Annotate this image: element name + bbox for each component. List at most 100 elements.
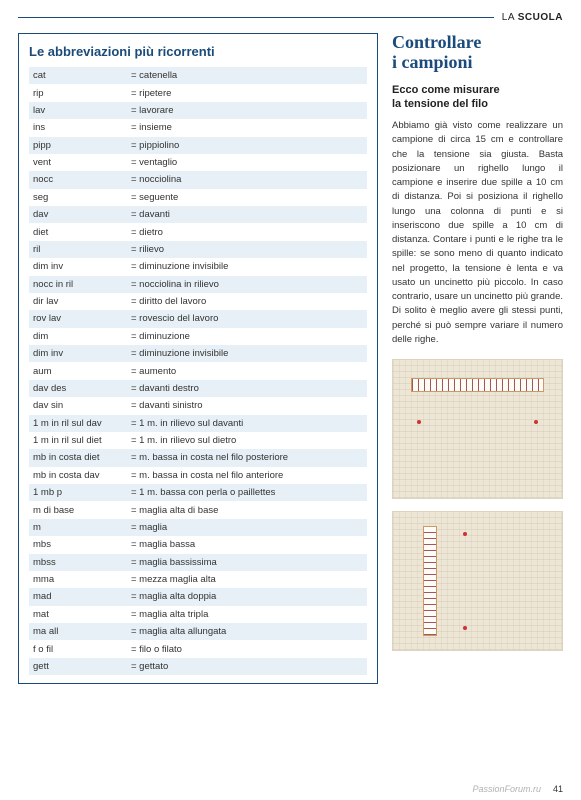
abbr-key: mat xyxy=(33,609,131,620)
table-row: m di base= maglia alta di base xyxy=(29,501,367,518)
table-row: 1 m in ril sul dav= 1 m. in rilievo sul … xyxy=(29,415,367,432)
abbr-value: = seguente xyxy=(131,192,363,203)
table-row: ril= rilievo xyxy=(29,241,367,258)
abbr-value: = insieme xyxy=(131,122,363,133)
abbr-value: = rovescio del lavoro xyxy=(131,313,363,324)
abbr-key: rip xyxy=(33,88,131,99)
abbr-key: mb in costa diet xyxy=(33,452,131,463)
abbr-value: = lavorare xyxy=(131,105,363,116)
watermark: PassionForum.ru xyxy=(472,784,541,794)
sub-line-2: la tensione del filo xyxy=(392,98,488,110)
abbr-value: = m. bassa in costa nel filo posteriore xyxy=(131,452,363,463)
abbr-key: rov lav xyxy=(33,313,131,324)
table-row: cat= catenella xyxy=(29,67,367,84)
header-label: LA SCUOLA xyxy=(494,12,563,23)
table-row: gett= gettato xyxy=(29,658,367,675)
abbr-key: pipp xyxy=(33,140,131,151)
abbr-value: = mezza maglia alta xyxy=(131,574,363,585)
sub-line-1: Ecco come misurare xyxy=(392,84,500,96)
table-row: f o fil= filo o filato xyxy=(29,640,367,657)
table-row: dim= diminuzione xyxy=(29,328,367,345)
abbr-value: = filo o filato xyxy=(131,644,363,655)
abbr-key: dav sin xyxy=(33,400,131,411)
table-row: vent= ventaglio xyxy=(29,154,367,171)
table-row: mma= mezza maglia alta xyxy=(29,571,367,588)
table-row: ins= insieme xyxy=(29,119,367,136)
abbr-key: dim inv xyxy=(33,348,131,359)
pin-icon xyxy=(417,420,421,424)
abbr-key: 1 m in ril sul diet xyxy=(33,435,131,446)
table-row: mat= maglia alta tripla xyxy=(29,606,367,623)
title-line-1: Controllare xyxy=(392,32,481,52)
abbr-key: nocc xyxy=(33,174,131,185)
table-row: rov lav= rovescio del lavoro xyxy=(29,310,367,327)
abbr-value: = maglia bassa xyxy=(131,539,363,550)
box-title: Le abbreviazioni più ricorrenti xyxy=(29,44,367,59)
abbreviations-box: Le abbreviazioni più ricorrenti cat= cat… xyxy=(18,33,378,684)
header-bold: SCUOLA xyxy=(518,12,563,23)
abbr-key: aum xyxy=(33,366,131,377)
table-row: 1 mb p= 1 m. bassa con perla o paillette… xyxy=(29,484,367,501)
header-prefix: LA xyxy=(502,12,518,23)
abbr-value: = pippiolino xyxy=(131,140,363,151)
table-row: mb in costa diet= m. bassa in costa nel … xyxy=(29,449,367,466)
title-line-2: i campioni xyxy=(392,52,473,72)
abbr-value: = maglia alta allungata xyxy=(131,626,363,637)
abbr-value: = ventaglio xyxy=(131,157,363,168)
sample-photo-horizontal-ruler xyxy=(392,359,563,499)
abbr-key: ril xyxy=(33,244,131,255)
abbr-key: mma xyxy=(33,574,131,585)
abbr-key: lav xyxy=(33,105,131,116)
right-column: Controllare i campioni Ecco come misurar… xyxy=(392,33,563,684)
abbreviations-table: cat= catenella rip= ripeterelav= lavorare… xyxy=(29,67,367,675)
abbr-value: = maglia bassissima xyxy=(131,557,363,568)
abbr-value: = m. bassa in costa nel filo anteriore xyxy=(131,470,363,481)
table-row: dim inv= diminuzione invisibile xyxy=(29,345,367,362)
table-row: m= maglia xyxy=(29,519,367,536)
abbr-key: f o fil xyxy=(33,644,131,655)
sample-photo-vertical-ruler xyxy=(392,511,563,651)
abbr-value: = davanti sinistro xyxy=(131,400,363,411)
pin-icon xyxy=(534,420,538,424)
pin-icon xyxy=(463,626,467,630)
abbr-value: = nocciolina xyxy=(131,174,363,185)
abbr-value: = ripetere xyxy=(131,88,363,99)
abbr-key: dim inv xyxy=(33,261,131,272)
abbr-key: mb in costa dav xyxy=(33,470,131,481)
abbr-key: mbss xyxy=(33,557,131,568)
abbr-value: = 1 m. in rilievo sul dietro xyxy=(131,435,363,446)
abbr-value: = maglia alta tripla xyxy=(131,609,363,620)
abbr-key: m xyxy=(33,522,131,533)
abbr-value: = diminuzione xyxy=(131,331,363,342)
abbr-key: ma all xyxy=(33,626,131,637)
abbr-value: = diminuzione invisibile xyxy=(131,261,363,272)
abbr-key: mad xyxy=(33,591,131,602)
abbr-value: = davanti destro xyxy=(131,383,363,394)
pin-icon xyxy=(463,532,467,536)
abbr-key: vent xyxy=(33,157,131,168)
table-row: mb in costa dav= m. bassa in costa nel f… xyxy=(29,467,367,484)
abbr-value: = 1 m. bassa con perla o paillettes xyxy=(131,487,363,498)
abbr-value: = gettato xyxy=(131,661,363,672)
abbr-value: = maglia xyxy=(131,522,363,533)
abbr-key: nocc in ril xyxy=(33,279,131,290)
abbr-key: dim xyxy=(33,331,131,342)
abbr-key: 1 mb p xyxy=(33,487,131,498)
abbr-value: = dietro xyxy=(131,227,363,238)
abbr-value: = aumento xyxy=(131,366,363,377)
table-row: dav des= davanti destro xyxy=(29,380,367,397)
ruler-vertical xyxy=(423,526,437,636)
article-body: Abbiamo già visto come realizzare un cam… xyxy=(392,119,563,347)
table-row: aum= aumento xyxy=(29,362,367,379)
table-row: mbs= maglia bassa xyxy=(29,536,367,553)
abbr-key: gett xyxy=(33,661,131,672)
abbr-value: = diritto del lavoro xyxy=(131,296,363,307)
abbr-key: 1 m in ril sul dav xyxy=(33,418,131,429)
abbr-key: dav xyxy=(33,209,131,220)
abbr-value: = catenella xyxy=(131,70,363,81)
abbr-value: = rilievo xyxy=(131,244,363,255)
table-row: mbss= maglia bassissima xyxy=(29,554,367,571)
abbr-value: = maglia alta doppia xyxy=(131,591,363,602)
table-row: dav= davanti xyxy=(29,206,367,223)
article-title: Controllare i campioni xyxy=(392,33,563,73)
